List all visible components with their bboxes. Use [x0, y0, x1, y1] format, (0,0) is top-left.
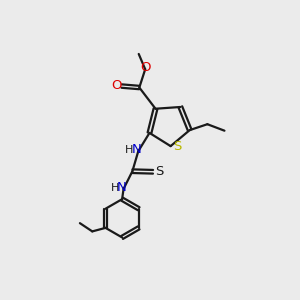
- Text: O: O: [140, 61, 151, 74]
- Text: H: H: [125, 145, 134, 155]
- Text: N: N: [132, 143, 141, 157]
- Text: S: S: [173, 140, 181, 153]
- Text: O: O: [111, 79, 122, 92]
- Text: N: N: [117, 181, 127, 194]
- Text: S: S: [155, 165, 164, 178]
- Text: H: H: [111, 183, 119, 193]
